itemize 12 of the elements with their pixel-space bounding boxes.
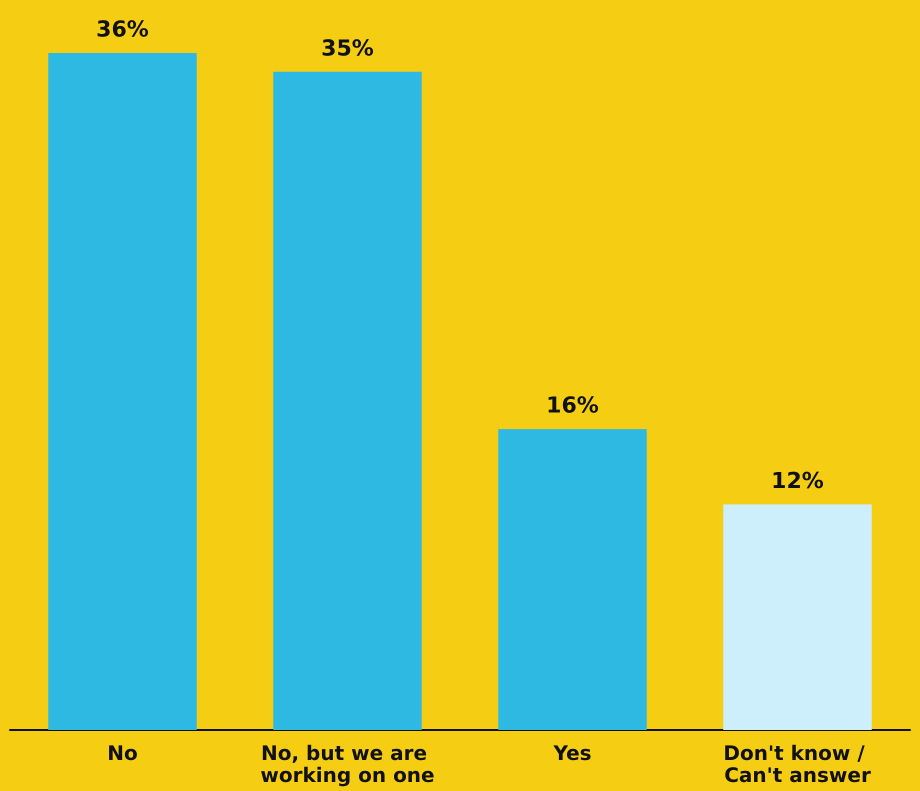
data-label: 12% — [771, 468, 824, 494]
bar — [48, 53, 197, 730]
x-tick-label: Yes — [552, 741, 592, 765]
data-label: 36% — [96, 18, 149, 42]
bar — [498, 429, 647, 730]
x-tick-label: No, but we are working on one — [260, 741, 435, 787]
x-tick-label: Don't know / Can't answer — [723, 741, 872, 787]
data-label: 16% — [546, 394, 599, 419]
x-tick-label: No — [107, 741, 138, 765]
data-label: 35% — [321, 36, 374, 62]
bar — [723, 504, 872, 730]
bar — [273, 72, 422, 730]
